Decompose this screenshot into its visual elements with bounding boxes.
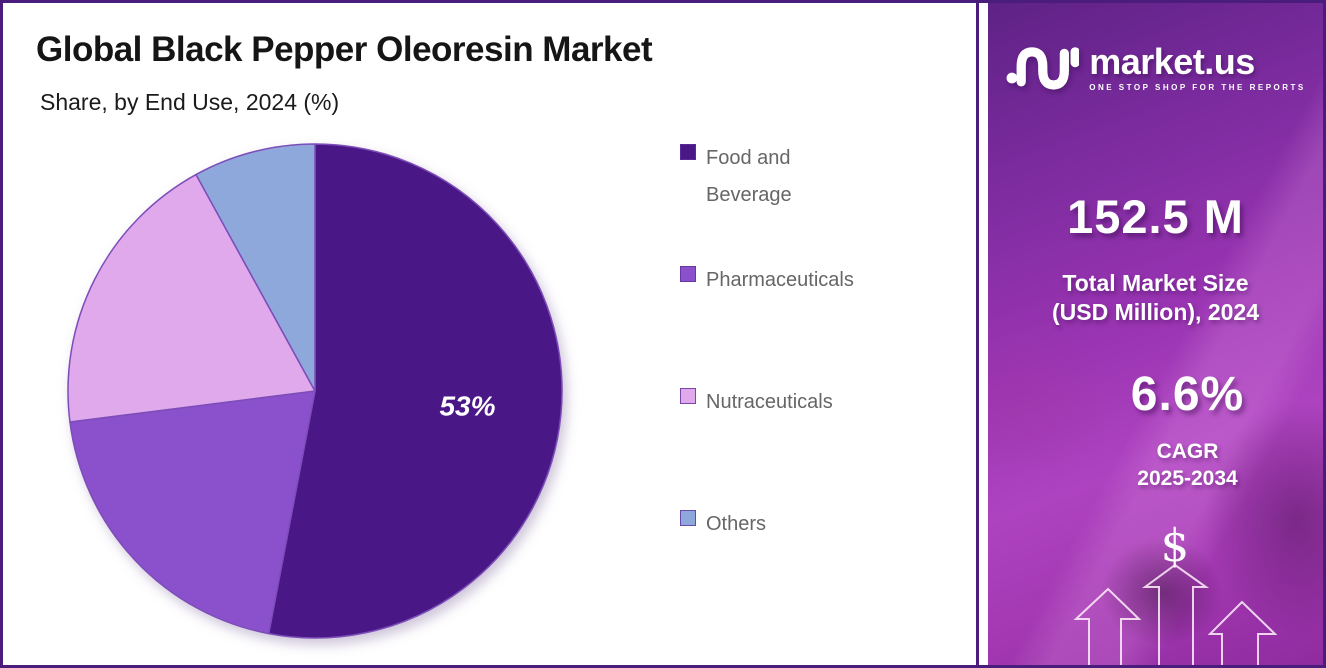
market-size-label-line1: Total Market Size: [1062, 270, 1249, 296]
legend-label: Nutraceuticals: [706, 391, 833, 413]
growth-arrows-icon: $: [1073, 519, 1278, 665]
market-us-logo-icon: [1006, 47, 1080, 90]
cagr-block: 6.6% CAGR 2025-2034: [1052, 367, 1323, 492]
section-divider: [976, 3, 979, 665]
logo-text: market.us ONE STOP SHOP FOR THE REPORTS: [1089, 41, 1306, 93]
chart-legend: Food and Beverage Pharmaceuticals Nutraceu…: [680, 140, 950, 560]
legend-swatch: [680, 144, 696, 160]
pie-chart: 53%: [67, 143, 563, 639]
page-title: Global Black Pepper Oleoresin Market: [36, 30, 653, 69]
market-us-logo: market.us ONE STOP SHOP FOR THE REPORTS: [988, 39, 1323, 97]
cagr-label: CAGR 2025-2034: [1052, 438, 1323, 492]
legend-item-others: Others: [680, 506, 766, 543]
pie-slice-pharmaceuticals: [69, 390, 316, 635]
legend-label: Food and Beverage: [706, 147, 792, 206]
logo-name: market.us: [1089, 41, 1255, 82]
pie-slice-others: [195, 143, 316, 392]
pie-slice-nutraceuticals: [67, 173, 316, 423]
growth-arrow-left: [1073, 587, 1142, 665]
dollar-icon: $: [1161, 519, 1190, 572]
legend-label: Others: [706, 513, 767, 535]
legend-item-nutraceuticals: Nutraceuticals: [680, 384, 833, 421]
pie-slice-label: 53%: [439, 390, 495, 421]
market-size-value: 152.5 M: [1067, 190, 1244, 243]
pie-slice-food-and-beverage: [267, 143, 563, 639]
growth-arrow-right: [1207, 600, 1278, 665]
logo-tagline: ONE STOP SHOP FOR THE REPORTS: [1089, 83, 1306, 92]
legend-swatch: [680, 510, 696, 526]
cagr-label-line2: 2025-2034: [1137, 467, 1238, 490]
legend-swatch: [680, 266, 696, 282]
growth-arrow-middle: [1141, 563, 1210, 665]
legend-item-pharmaceuticals: Pharmaceuticals: [680, 262, 854, 299]
cagr-value: 6.6%: [1130, 368, 1245, 421]
legend-label: Pharmaceuticals: [706, 269, 854, 291]
market-size-label: Total Market Size (USD Million), 2024: [988, 269, 1323, 327]
cagr-label-line1: CAGR: [1156, 440, 1219, 463]
legend-item-food-and-beverage: Food and Beverage: [680, 140, 834, 214]
chart-subtitle: Share, by End Use, 2024 (%): [40, 89, 340, 115]
legend-swatch: [680, 388, 696, 404]
market-size-label-line2: (USD Million), 2024: [1051, 299, 1260, 325]
brand-panel: market.us ONE STOP SHOP FOR THE REPORTS …: [988, 3, 1323, 665]
